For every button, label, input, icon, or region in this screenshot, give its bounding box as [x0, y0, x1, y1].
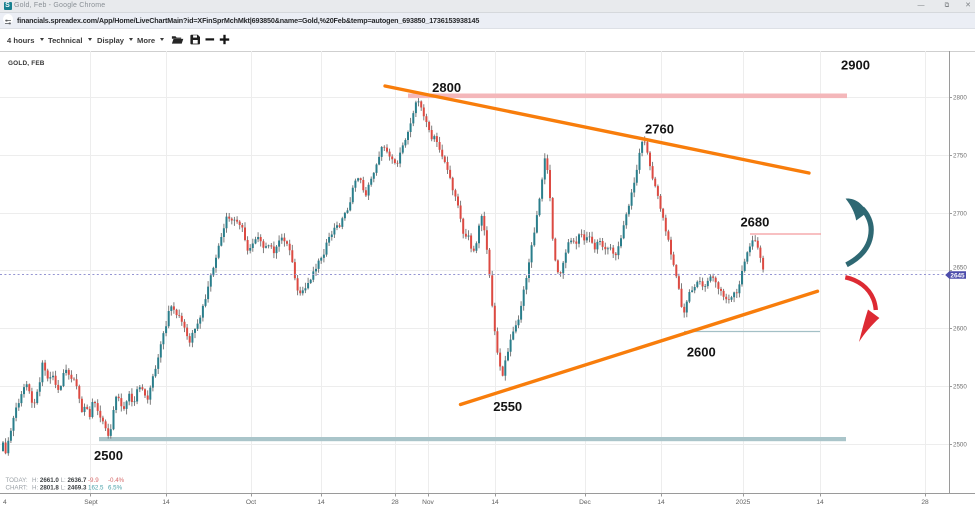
svg-text:2900: 2900 — [841, 57, 870, 72]
svg-text:2760: 2760 — [645, 121, 674, 136]
svg-text:2550: 2550 — [953, 384, 967, 391]
svg-text:2750: 2750 — [953, 153, 967, 160]
svg-text:-0.4%: -0.4% — [108, 477, 125, 484]
svg-text:-9.9: -9.9 — [88, 477, 99, 484]
svg-text:Nov: Nov — [422, 499, 434, 506]
svg-text:Dec: Dec — [579, 499, 591, 506]
svg-text:Sept: Sept — [84, 499, 98, 506]
svg-text:14: 14 — [162, 499, 170, 506]
svg-text:2025: 2025 — [736, 499, 751, 506]
svg-text:28: 28 — [921, 499, 929, 506]
svg-text:6.5%: 6.5% — [108, 485, 123, 492]
svg-text:2500: 2500 — [94, 448, 123, 463]
svg-text:2800: 2800 — [953, 95, 967, 102]
svg-text:GOLD, FEB: GOLD, FEB — [8, 60, 45, 67]
svg-text:H: 2661.0 L: 2636.7: H: 2661.0 L: 2636.7 — [32, 477, 87, 484]
svg-text:14: 14 — [317, 499, 325, 506]
svg-text:14: 14 — [816, 499, 824, 506]
svg-text:CHART:: CHART: — [6, 485, 29, 492]
svg-text:14: 14 — [657, 499, 665, 506]
svg-text:2550: 2550 — [493, 399, 522, 414]
svg-text:4: 4 — [3, 499, 7, 506]
svg-text:14: 14 — [491, 499, 499, 506]
svg-text:Oct: Oct — [246, 499, 256, 506]
svg-text:2680: 2680 — [740, 214, 769, 229]
svg-text:162.5: 162.5 — [88, 485, 104, 492]
svg-text:2700: 2700 — [953, 211, 967, 218]
svg-text:2500: 2500 — [953, 442, 967, 449]
svg-text:28: 28 — [391, 499, 399, 506]
svg-text:2800: 2800 — [432, 80, 461, 95]
svg-text:2600: 2600 — [687, 344, 716, 359]
svg-text:2650: 2650 — [953, 265, 967, 272]
svg-text:TODAY:: TODAY: — [6, 477, 28, 484]
svg-text:H: 2801.8 L: 2469.3: H: 2801.8 L: 2469.3 — [32, 485, 87, 492]
svg-text:2645: 2645 — [950, 273, 965, 280]
svg-text:2600: 2600 — [953, 326, 967, 333]
